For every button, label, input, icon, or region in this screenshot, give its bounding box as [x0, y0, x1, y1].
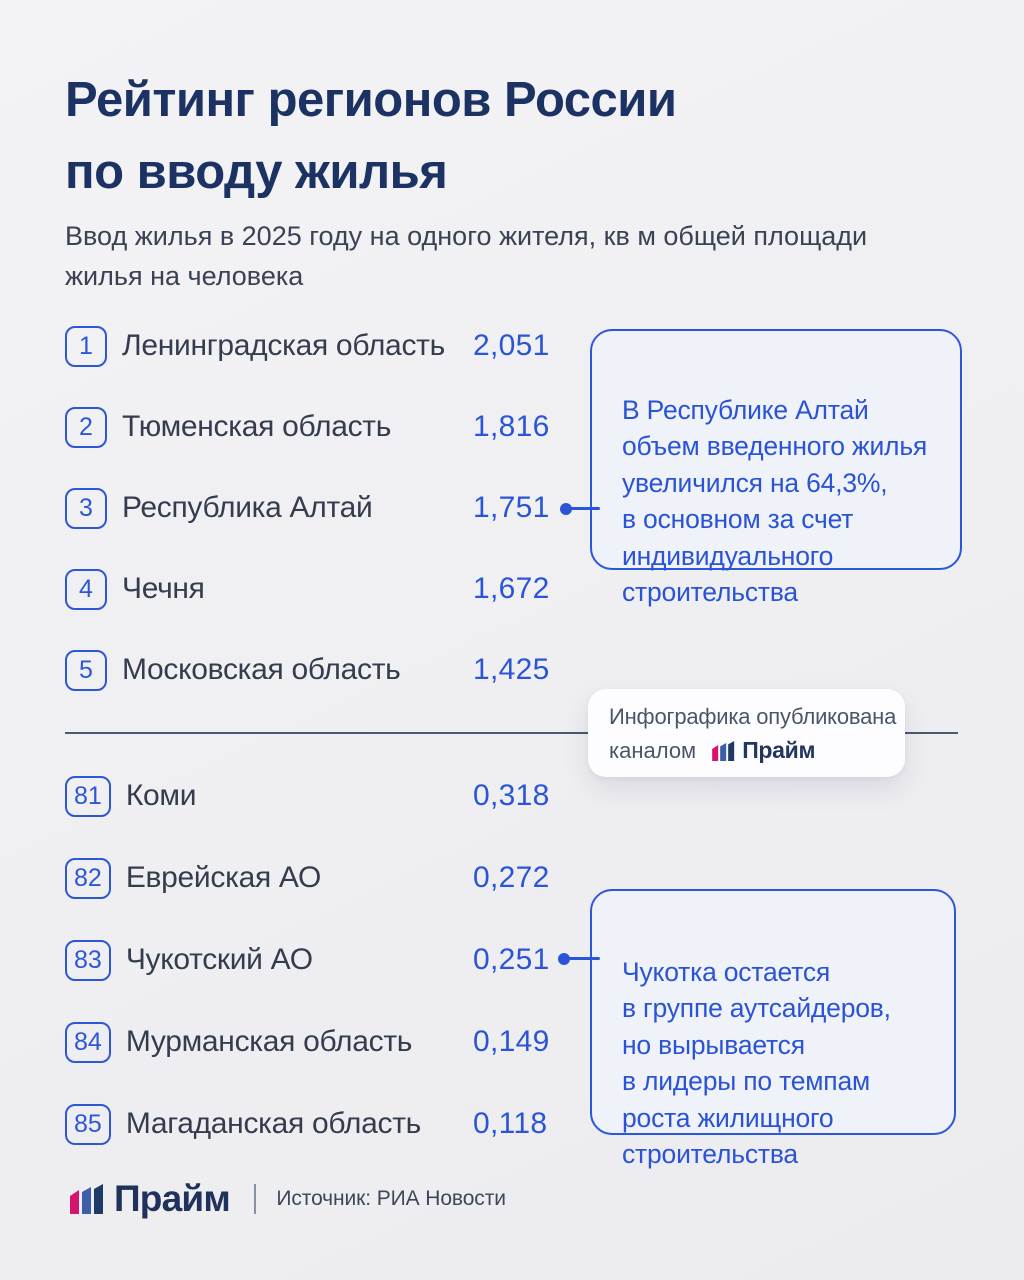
footer-divider: [253, 1184, 257, 1214]
ranking-row: 3 Республика Алтай 1,751: [65, 486, 645, 530]
published-badge-text: Инфографика опубликована: [609, 704, 897, 729]
region-value: 0,272: [473, 861, 550, 894]
rank-badge: 82: [65, 857, 111, 899]
region-name: Республика Алтай: [122, 491, 373, 524]
callout-chukotka-text: Чукотка остается в группе аутсайдеров, н…: [622, 956, 891, 1170]
rank-badge: 2: [65, 406, 107, 448]
region-value: 1,672: [473, 572, 550, 605]
region-value: 2,051: [473, 329, 550, 362]
ranking-row: 4 Чечня 1,672: [65, 567, 645, 611]
rank-badge: 83: [65, 939, 111, 981]
region-value: 0,318: [473, 779, 550, 812]
region-name: Тюменская область: [122, 410, 392, 443]
page-title: Рейтинг регионов России по вводу жилья: [65, 73, 677, 199]
footer-brand: Прайм: [114, 1178, 231, 1219]
ranking-row: 83 Чукотский АО 0,251: [65, 938, 645, 982]
footer-source: Источник: РИА Новости: [276, 1187, 506, 1210]
top-ranking-list: 1 Ленинградская область 2,051 2 Тюменская об…: [65, 324, 645, 692]
rank-badge: 5: [65, 649, 107, 691]
prime-logo-icon: [712, 740, 735, 761]
callout-connector-chukotka: [558, 952, 600, 965]
published-badge-brand: Прайм: [742, 737, 816, 763]
rank-badge: 1: [65, 325, 107, 367]
rank-badge: 84: [65, 1021, 111, 1063]
region-name: Еврейская АО: [125, 861, 322, 894]
section-divider: [65, 732, 958, 734]
rank-badge: 3: [65, 487, 107, 529]
ranking-row: 5 Московская область 1,425: [65, 648, 645, 692]
ranking-row: 81 Коми 0,318: [65, 774, 645, 818]
region-name: Чукотский АО: [125, 943, 313, 976]
region-name: Чечня: [122, 572, 205, 605]
published-badge: Инфографика опубликована каналом Прайм: [588, 689, 905, 777]
page-subtitle: Ввод жилья в 2025 году на одного жителя,…: [65, 221, 868, 291]
rank-badge: 85: [65, 1103, 111, 1145]
region-value: 0,118: [473, 1107, 548, 1140]
callout-altai: В Республике Алтай объем введенного жиль…: [590, 329, 962, 607]
region-name: Ленинградская область: [122, 329, 445, 362]
region-name: Московская область: [122, 653, 401, 686]
ranking-row: 82 Еврейская АО 0,272: [65, 856, 645, 900]
region-name: Магаданская область: [125, 1107, 421, 1140]
region-value: 1,751: [473, 491, 550, 524]
callout-chukotka: Чукотка остается в группе аутсайдеров, н…: [590, 889, 956, 1169]
ranking-row: 1 Ленинградская область 2,051: [65, 324, 645, 368]
callout-altai-text: В Республике Алтай объем введенного жиль…: [622, 394, 928, 608]
region-value: 0,251: [473, 943, 550, 976]
region-name: Мурманская область: [125, 1025, 413, 1058]
footer: Прайм Источник: РИА Новости: [70, 1178, 506, 1220]
bottom-ranking-list: 81 Коми 0,318 82 Еврейская АО 0,272 83 Чукотски…: [65, 774, 645, 1146]
prime-logo-icon: [70, 1184, 103, 1214]
region-value: 1,425: [473, 653, 550, 686]
ranking-row: 85 Магаданская область 0,118: [65, 1102, 645, 1146]
region-value: 0,149: [473, 1025, 550, 1058]
rank-badge: 81: [65, 775, 111, 817]
region-value: 1,816: [473, 410, 550, 443]
region-name: Коми: [125, 779, 197, 812]
rank-badge: 4: [65, 568, 107, 610]
ranking-row: 84 Мурманская область 0,149: [65, 1020, 645, 1064]
ranking-row: 2 Тюменская область 1,816: [65, 405, 645, 449]
callout-connector-altai: [560, 502, 600, 515]
published-badge-channel-text: каналом: [609, 737, 697, 763]
